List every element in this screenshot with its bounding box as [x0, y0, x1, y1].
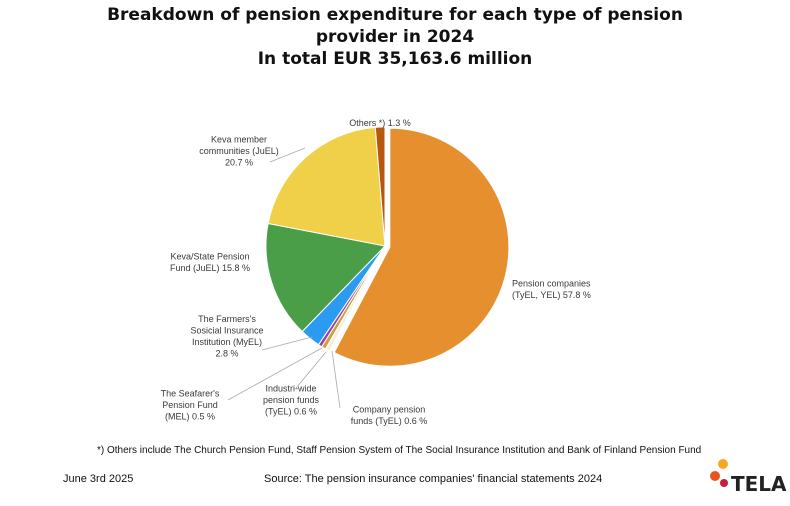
slice-label: The Farmers's Sosicial Insurance Instituti…	[190, 314, 263, 359]
label-leader-line	[227, 347, 323, 401]
pie-slice	[374, 126, 386, 247]
label-leader-line	[269, 147, 306, 163]
footnote: *) Others include The Church Pension Fun…	[97, 445, 702, 456]
tela-logo: TELA	[731, 472, 787, 496]
slice-label: Keva member communities (JuEL) 20.7 %	[199, 135, 279, 168]
tela-logo-icon	[710, 459, 728, 487]
label-leader-line	[295, 351, 327, 389]
slice-label: Industri-wide pension funds (TyEL) 0.6 %	[263, 384, 320, 417]
source-note: Source: The pension insurance companies'…	[264, 473, 603, 485]
pie-slice	[267, 126, 386, 247]
chart-title-line-2: provider in 2024	[315, 27, 475, 47]
slice-label: Others *) 1.3 %	[349, 118, 411, 128]
label-leader-line	[261, 336, 313, 351]
chart-title: Breakdown of pension expenditure for eac…	[0, 4, 790, 70]
label-leader-line	[331, 350, 341, 409]
pie-slice	[265, 222, 387, 333]
slice-label: The Seafarer's Pension Fund (MEL) 0.5 %	[161, 389, 220, 422]
slice-label: Pension companies (TyEL, YEL) 57.8 %	[512, 278, 591, 300]
pie-slice	[333, 127, 510, 367]
slice-label: Keva/State Pension Fund (JuEL) 15.8 %	[170, 251, 250, 273]
publication-date: June 3rd 2025	[63, 473, 134, 485]
chart-title-line-3: In total EUR 35,163.6 million	[257, 49, 533, 69]
chart-title-line-1: Breakdown of pension expenditure for eac…	[107, 5, 683, 25]
slice-label: Company pension funds (TyEL) 0.6 %	[351, 404, 428, 426]
